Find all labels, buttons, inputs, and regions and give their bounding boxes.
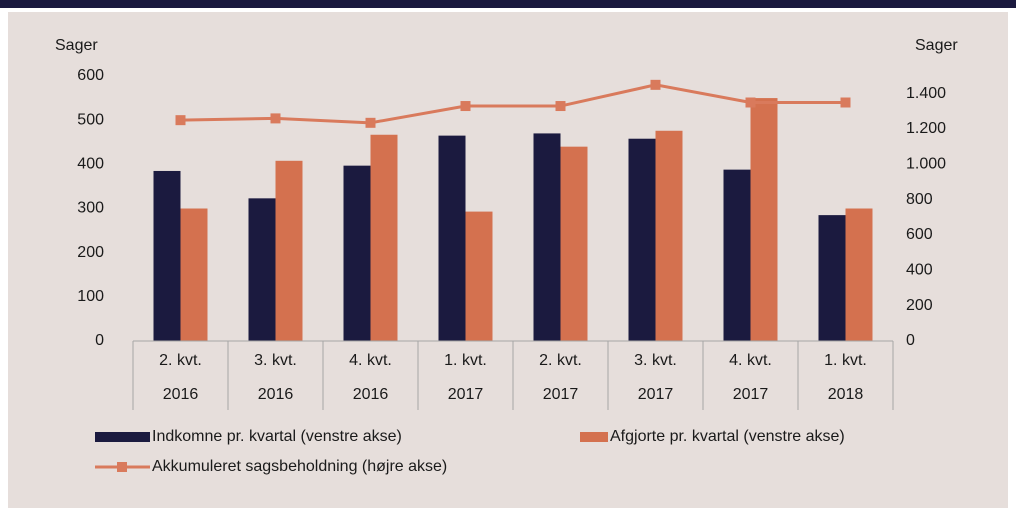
- y2-tick-label: 0: [906, 332, 915, 349]
- bar: [560, 146, 588, 341]
- y2-tick-label: 1.200: [906, 120, 946, 137]
- bar: [533, 133, 561, 341]
- x-tick-label: 2016: [258, 386, 294, 403]
- x-tick-label: 4. kvt.: [729, 352, 772, 369]
- y-tick-label: 300: [77, 200, 104, 217]
- x-tick-label: 3. kvt.: [634, 352, 677, 369]
- bar: [275, 160, 303, 341]
- y-tick-label: 200: [77, 244, 104, 261]
- line-marker: [650, 79, 661, 90]
- x-tick-label: 3. kvt.: [254, 352, 297, 369]
- x-tick-label: 2. kvt.: [159, 352, 202, 369]
- x-tick-label: 2017: [733, 386, 769, 403]
- y-tick-label: 500: [77, 111, 104, 128]
- y-tick-label: 400: [77, 156, 104, 173]
- bar: [750, 98, 778, 341]
- bar: [248, 198, 276, 341]
- header-bar: [0, 0, 1016, 8]
- bar: [818, 215, 846, 341]
- line-marker: [460, 101, 471, 112]
- y2-tick-label: 1.000: [906, 156, 946, 173]
- bar: [655, 130, 683, 341]
- y-tick-label: 0: [95, 332, 104, 349]
- line-marker: [745, 97, 756, 108]
- legend-label: Afgjorte pr. kvartal (venstre akse): [610, 428, 845, 445]
- bar: [370, 134, 398, 341]
- x-tick-label: 2017: [543, 386, 579, 403]
- line-marker: [270, 113, 281, 124]
- y2-tick-label: 600: [906, 226, 933, 243]
- x-tick-label: 1. kvt.: [824, 352, 867, 369]
- x-tick-label: 2017: [638, 386, 674, 403]
- legend-label: Indkomne pr. kvartal (venstre akse): [152, 428, 402, 445]
- y-axis-label: Sager: [55, 37, 98, 54]
- line: [180, 83, 846, 125]
- y-tick-label: 600: [77, 67, 104, 84]
- line-marker: [175, 115, 186, 126]
- y-tick-label: 100: [77, 288, 104, 305]
- bar: [723, 169, 751, 341]
- legend-swatch: [580, 432, 608, 442]
- y2-tick-label: 400: [906, 262, 933, 279]
- bar: [845, 208, 873, 341]
- x-tick-label: 2018: [828, 386, 864, 403]
- y2-axis-label: Sager: [915, 37, 958, 54]
- line-marker: [840, 97, 851, 108]
- legend-marker: [117, 462, 127, 472]
- legend-swatch: [95, 432, 150, 442]
- x-tick-label: 4. kvt.: [349, 352, 392, 369]
- bar: [628, 138, 656, 341]
- bar: [180, 208, 208, 341]
- x-tick-label: 1. kvt.: [444, 352, 487, 369]
- y2-tick-label: 200: [906, 297, 933, 314]
- y2-tick-label: 800: [906, 191, 933, 208]
- x-tick-label: 2016: [163, 386, 199, 403]
- x-tick-label: 2. kvt.: [539, 352, 582, 369]
- bar: [438, 135, 466, 341]
- x-tick-label: 2016: [353, 386, 389, 403]
- bar: [465, 211, 493, 341]
- line-marker: [365, 117, 376, 128]
- x-tick-label: 2017: [448, 386, 484, 403]
- bar: [343, 165, 371, 341]
- legend-label: Akkumuleret sagsbeholdning (højre akse): [152, 458, 447, 475]
- line-marker: [555, 101, 566, 112]
- bar: [153, 170, 181, 341]
- y2-tick-label: 1.400: [906, 85, 946, 102]
